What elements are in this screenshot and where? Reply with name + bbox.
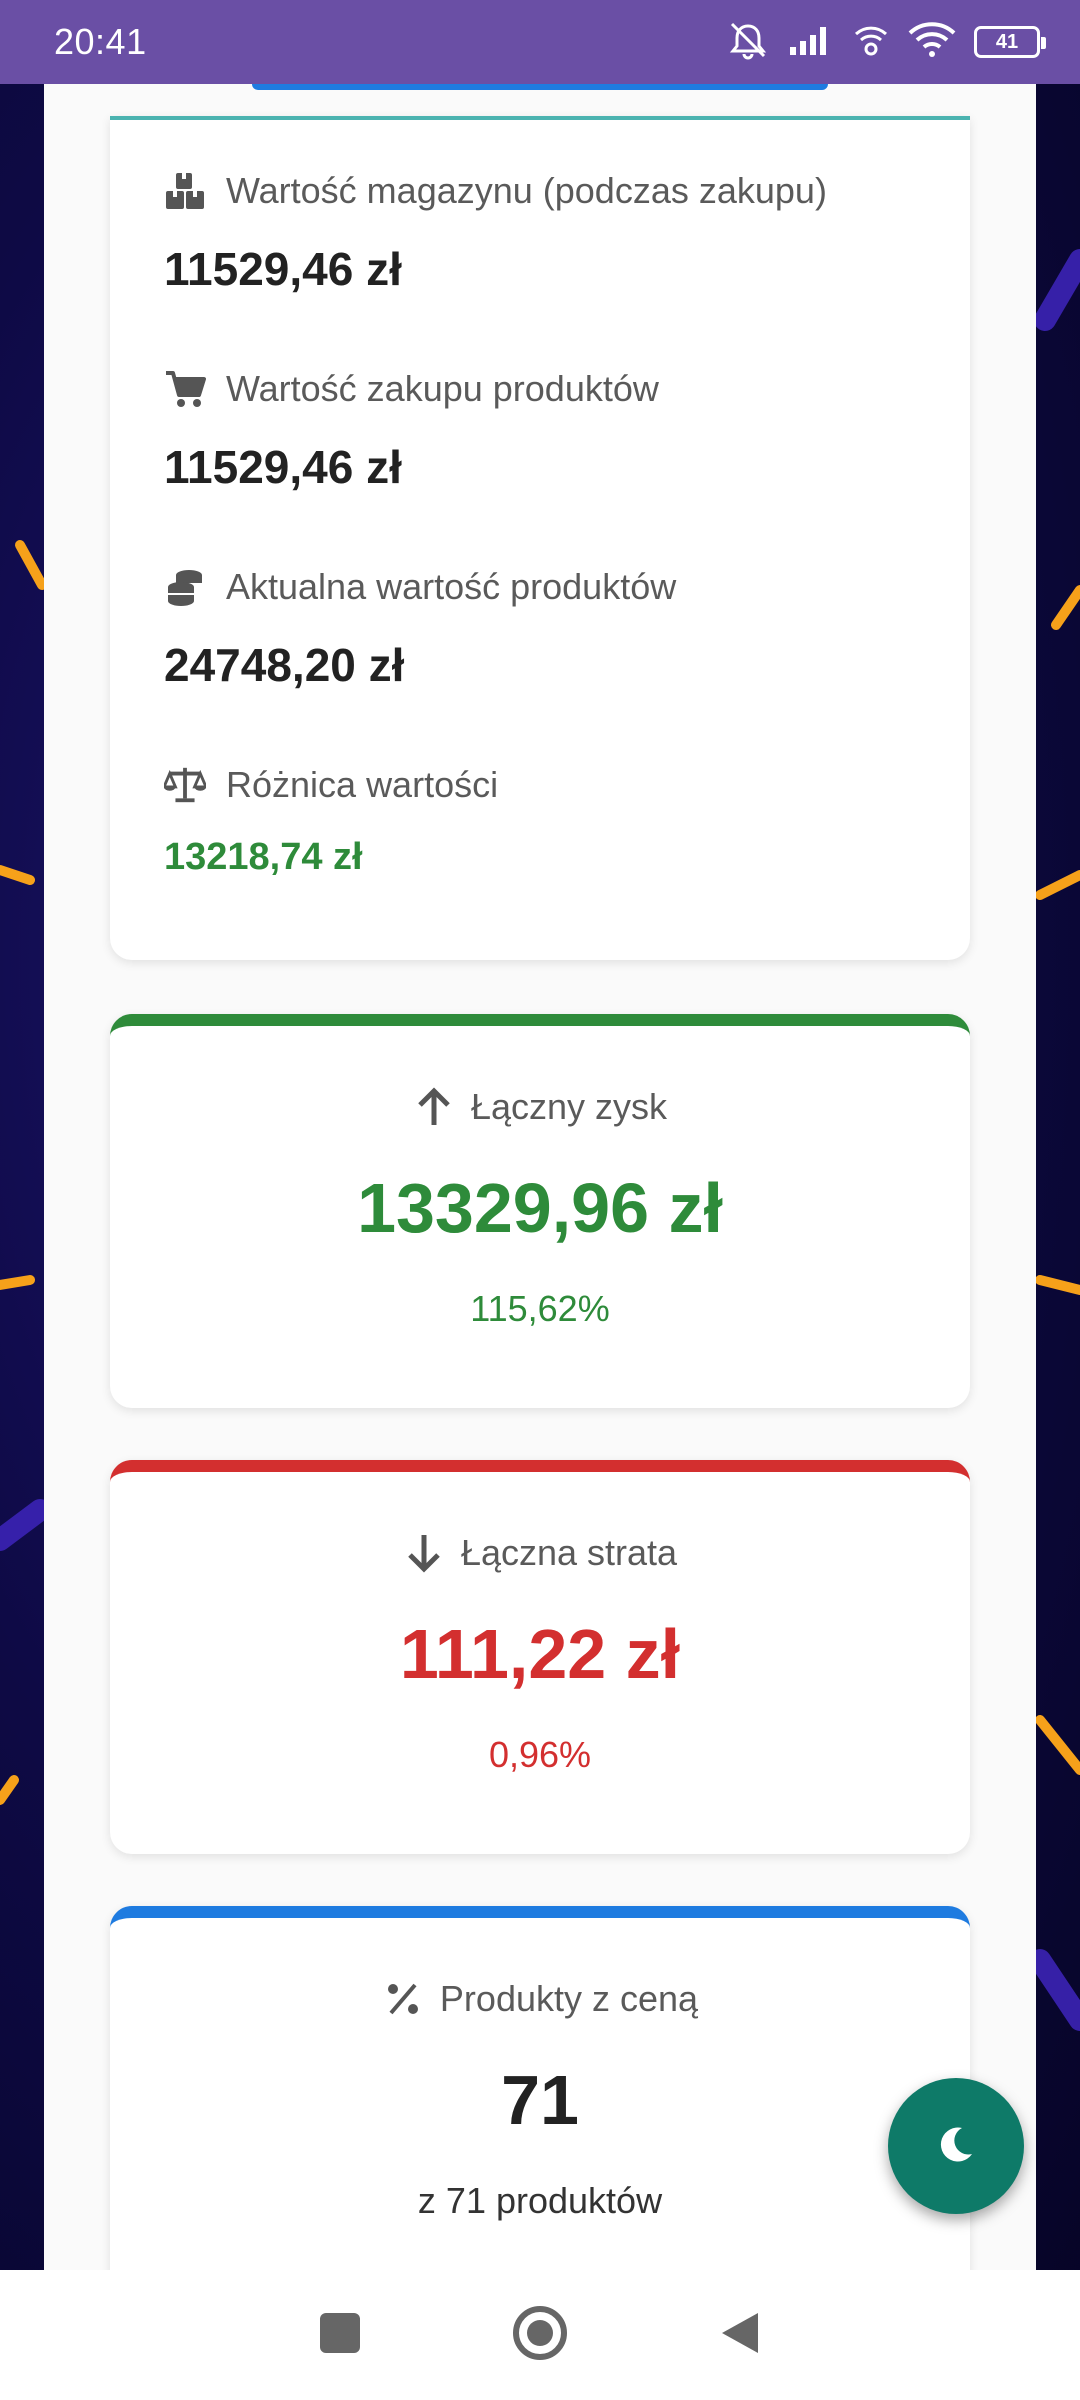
balance-scale-icon [164, 764, 206, 806]
silent-mode-icon [726, 20, 770, 65]
warehouse-value-label: Wartość magazynu (podczas zakupu) [226, 170, 827, 211]
moon-icon [934, 2122, 978, 2171]
purchase-value-row: Wartość zakupu produktów 11529,46 zł [164, 368, 930, 494]
recents-square-icon[interactable] [318, 2311, 362, 2360]
percent-icon [382, 1978, 424, 2020]
total-loss-card: Łączna strata 111,22 zł 0,96% [110, 1460, 970, 1854]
page-content: Wartość magazynu (podczas zakupu) 11529,… [44, 84, 1036, 2270]
total-loss-value: 111,22 zł [399, 1615, 681, 1693]
total-profit-label: Łączny zysk [470, 1086, 668, 1127]
current-value: 24748,20 zł [164, 639, 405, 691]
value-difference-row: Różnica wartości 13218,74 zł [164, 764, 930, 879]
wifi-calling-icon [852, 22, 890, 63]
total-loss-percent: 0,96% [488, 1734, 592, 1775]
priced-products-card: Produkty z ceną 71 z 71 produktów [110, 1906, 970, 2270]
battery-icon: 41 [974, 26, 1046, 58]
warehouse-value-row: Wartość magazynu (podczas zakupu) 11529,… [164, 170, 930, 296]
navigation-bar [0, 2270, 1080, 2400]
value-difference-label: Różnica wartości [226, 764, 499, 805]
dark-mode-toggle-button[interactable] [888, 2078, 1024, 2214]
boxes-icon [164, 170, 206, 212]
value-difference: 13218,74 zł [164, 836, 363, 878]
purchase-value: 11529,46 zł [164, 441, 402, 493]
coins-icon [164, 566, 206, 608]
total-profit-percent: 115,62% [470, 1288, 610, 1329]
purchase-value-label: Wartość zakupu produktów [226, 368, 659, 409]
arrow-down-icon [403, 1532, 445, 1574]
current-value-label: Aktualna wartość produktów [226, 566, 677, 607]
cart-icon [164, 368, 206, 410]
total-profit-card: Łączny zysk 13329,96 zł 115,62% [110, 1014, 970, 1408]
priced-products-label: Produkty z ceną [439, 1978, 699, 2019]
signal-icon [788, 23, 834, 62]
total-profit-value: 13329,96 zł [357, 1169, 723, 1247]
status-bar: 20:41 41 [0, 0, 1080, 84]
status-time: 20:41 [54, 21, 147, 62]
total-loss-label: Łączna strata [460, 1532, 678, 1573]
warehouse-value: 11529,46 zł [164, 243, 402, 295]
priced-products-count: 71 [501, 2061, 579, 2139]
previous-card-edge [252, 84, 828, 90]
status-icons: 41 [726, 20, 1046, 65]
home-circle-icon[interactable] [512, 2305, 568, 2366]
back-triangle-icon[interactable] [718, 2309, 762, 2362]
arrow-up-icon [413, 1086, 455, 1128]
current-value-row: Aktualna wartość produktów 24748,20 zł [164, 566, 930, 692]
warehouse-summary-card: Wartość magazynu (podczas zakupu) 11529,… [110, 116, 970, 960]
wifi-icon [908, 21, 956, 64]
priced-products-total: z 71 produktów [417, 2180, 663, 2221]
